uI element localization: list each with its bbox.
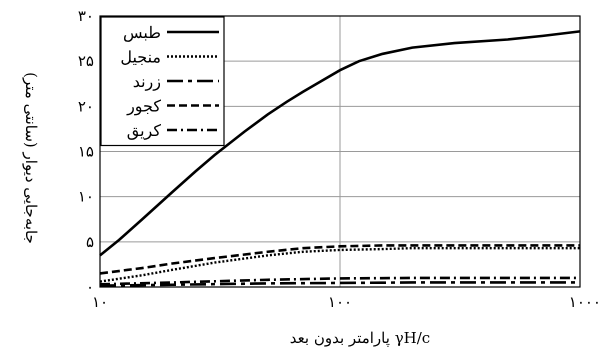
series-line-3 [99, 281, 580, 287]
plot-frame [99, 15, 581, 288]
y-tick-label: ۰ [86, 278, 94, 296]
y-tick-label: ۱۰ [78, 188, 94, 206]
y-axis-label: جابه‌جایی دیوار (سانتی متر) [22, 72, 40, 244]
y-tick-label: ۲۵ [78, 52, 94, 70]
x-axis-label: پارامتر بدون بعد γH/c [290, 329, 430, 347]
x-tick-label: ۱۰ [92, 293, 108, 311]
x-tick-label: ۱۰۰۰ [569, 293, 601, 311]
y-tick-label: ۳۰ [78, 7, 94, 25]
series-lines [99, 30, 581, 287]
legend-label: کجور [126, 97, 161, 116]
legend-label: زرند [133, 72, 161, 91]
legend-label: منجیل [120, 48, 161, 67]
legend-label: طبس [123, 23, 161, 42]
tick-labels: ۰ ۵ ۱۰ ۱۵ ۲۰ ۲۵ ۳۰ ۱۰ ۱۰۰ ۱۰۰۰ [78, 7, 601, 311]
series-line-1 [99, 30, 581, 257]
series-line-2 [99, 246, 580, 283]
legend-label: کریق [127, 121, 162, 140]
y-tick-label: ۲۰ [78, 97, 94, 115]
legend: طبس منجیل زرند کجور کریق [100, 16, 225, 147]
plot-border [99, 15, 581, 288]
x-tick-label: ۱۰۰ [328, 293, 352, 311]
y-tick-label: ۱۵ [78, 143, 94, 161]
series-line-4 [99, 244, 580, 275]
series-line-5 [99, 276, 580, 286]
y-tick-label: ۵ [86, 233, 94, 251]
